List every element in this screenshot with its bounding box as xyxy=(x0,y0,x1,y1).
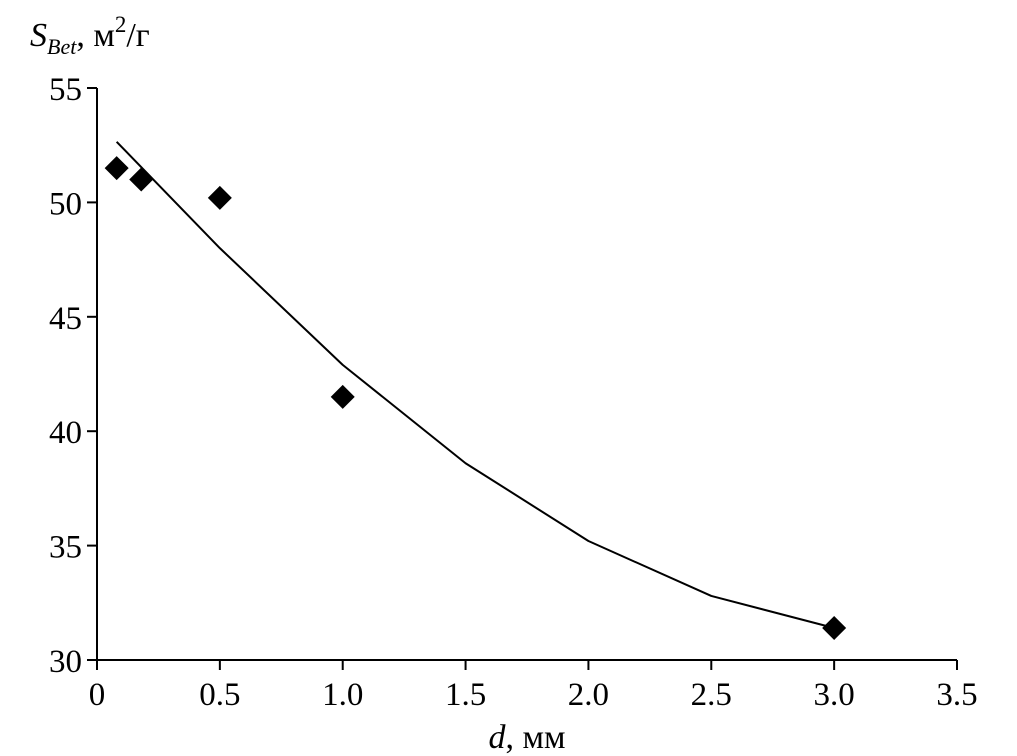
x-tick-label: 3.5 xyxy=(936,677,977,713)
x-tick-label: 2.0 xyxy=(568,677,609,713)
x-tick-label: 1.0 xyxy=(322,677,363,713)
trendline-curve xyxy=(115,141,835,629)
trendline-group xyxy=(115,141,835,629)
data-point-diamond xyxy=(104,156,129,181)
y-tick-label: 55 xyxy=(49,72,82,108)
x-axis-ticks: 0 0.5 1.0 1.5 2.0 2.5 3.0 3.5 xyxy=(89,660,978,713)
data-point-diamond xyxy=(822,615,847,640)
y-tick-label: 30 xyxy=(49,644,82,680)
y-tick-label: 45 xyxy=(49,301,82,337)
x-tick-label: 0.5 xyxy=(199,677,240,713)
y-tick-label: 40 xyxy=(49,415,82,451)
x-tick-label: 0 xyxy=(89,677,106,713)
axes xyxy=(96,88,957,661)
data-point-diamond xyxy=(330,384,355,409)
y-tick-label: 35 xyxy=(49,530,82,566)
y-tick-label: 50 xyxy=(49,186,82,222)
x-tick-label: 3.0 xyxy=(814,677,855,713)
x-tick-label: 2.5 xyxy=(691,677,732,713)
y-axis-ticks: 30 35 40 45 50 55 xyxy=(49,72,97,680)
data-points xyxy=(104,156,847,640)
data-point-diamond xyxy=(129,167,154,192)
x-axis-label: d, мм xyxy=(488,719,565,756)
y-axis-label: SBet, м2/г xyxy=(30,12,150,59)
x-tick-label: 1.5 xyxy=(445,677,486,713)
data-point-diamond xyxy=(207,185,232,210)
